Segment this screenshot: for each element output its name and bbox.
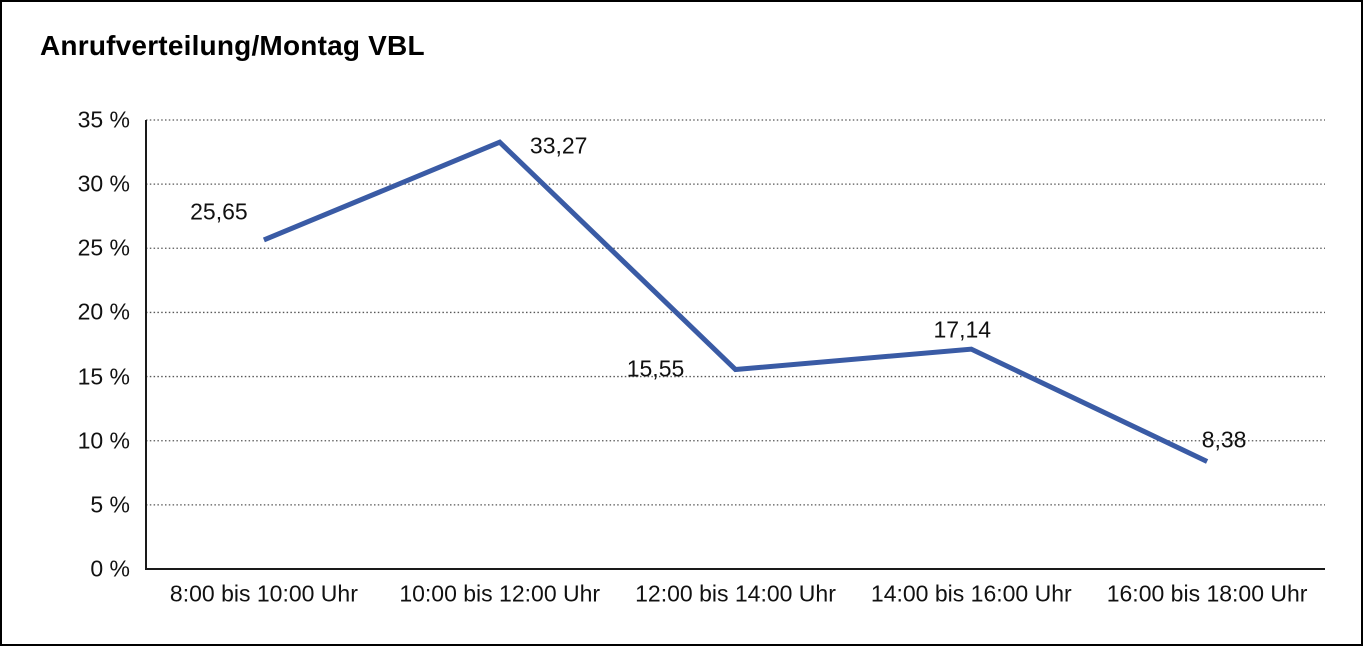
y-axis-tick-label: 20 % (77, 298, 130, 325)
y-axis-tick-label: 5 % (90, 491, 130, 518)
x-axis-category-label: 16:00 bis 18:00 Uhr (1106, 580, 1308, 607)
y-axis-tick-label: 25 % (77, 234, 130, 261)
data-series-line (262, 139, 1209, 464)
x-axis-category-label: 12:00 bis 14:00 Uhr (635, 580, 836, 607)
y-axis-tick-label: 0 % (90, 555, 130, 582)
y-axis-tick-label: 35 % (77, 106, 130, 133)
data-point-label: 8,38 (1201, 426, 1247, 453)
data-point-label: 15,55 (626, 355, 685, 382)
x-axis-category-label: 8:00 bis 10:00 Uhr (169, 580, 358, 607)
x-axis-category-label: 10:00 bis 12:00 Uhr (399, 580, 601, 607)
y-axis-tick-label: 15 % (77, 363, 130, 390)
data-point-label: 33,27 (529, 132, 588, 159)
y-axis-tick-label: 30 % (77, 170, 130, 197)
data-point-label: 25,65 (190, 198, 248, 225)
data-point-label: 17,14 (933, 316, 992, 343)
x-axis-category-label: 14:00 bis 16:00 Uhr (870, 580, 1072, 607)
chart-title: Anrufverteilung/Montag VBL (40, 30, 425, 61)
y-axis-tick-label: 10 % (77, 427, 130, 454)
